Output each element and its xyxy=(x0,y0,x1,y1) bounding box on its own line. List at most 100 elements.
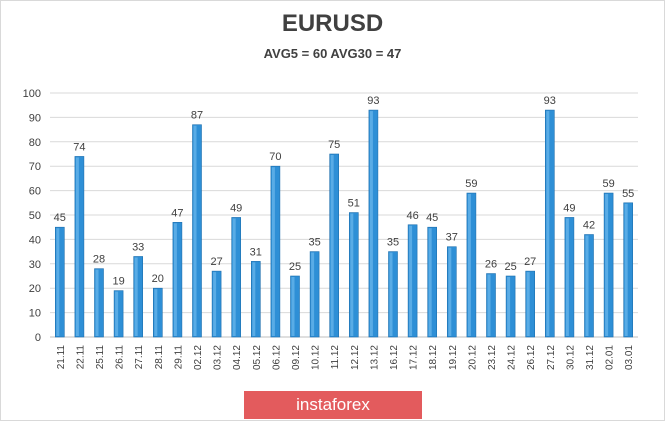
bar xyxy=(211,270,222,338)
bar-highlight xyxy=(95,269,99,336)
bar-highlight xyxy=(193,125,197,336)
bar xyxy=(94,268,104,338)
bar xyxy=(486,273,496,338)
data-label: 27 xyxy=(524,256,536,268)
x-tick-label: 06.12 xyxy=(271,345,282,370)
x-tick-label: 30.12 xyxy=(565,345,576,370)
data-label: 25 xyxy=(504,261,516,273)
bar-highlight xyxy=(467,194,471,336)
bar-highlight xyxy=(291,277,295,336)
bar xyxy=(564,217,575,338)
bar-highlight xyxy=(546,111,550,336)
bar xyxy=(113,290,124,338)
x-tick-label: 19.12 xyxy=(448,345,459,370)
instaforex-watermark: instaforex xyxy=(244,391,422,419)
data-label: 20 xyxy=(152,273,164,285)
data-label: 45 xyxy=(426,212,438,224)
bar-highlight xyxy=(350,213,354,336)
data-label: 27 xyxy=(210,256,222,268)
data-label: 28 xyxy=(93,254,105,266)
x-tick-label: 26.12 xyxy=(526,345,537,370)
bar xyxy=(74,156,85,338)
bar-highlight xyxy=(154,289,158,336)
bar xyxy=(368,109,379,338)
y-tick-label: 0 xyxy=(35,332,41,344)
data-label: 35 xyxy=(387,237,399,249)
data-label: 93 xyxy=(367,95,379,107)
x-tick-label: 23.12 xyxy=(487,345,498,370)
data-label: 35 xyxy=(308,237,320,249)
y-tick-label: 80 xyxy=(29,137,41,149)
bar-highlight xyxy=(232,218,236,336)
data-label: 74 xyxy=(73,141,85,153)
y-tick-label: 20 xyxy=(29,283,41,295)
x-tick-label: 04.12 xyxy=(232,345,243,370)
data-label: 49 xyxy=(230,202,242,214)
y-tick-label: 100 xyxy=(23,88,41,100)
x-tick-label: 24.12 xyxy=(507,345,518,370)
bar xyxy=(153,287,163,338)
x-tick-label: 02.12 xyxy=(193,345,204,370)
bar-highlight xyxy=(271,167,275,336)
bar-highlight xyxy=(213,272,217,336)
bar-highlight xyxy=(75,157,79,336)
bar xyxy=(54,226,65,338)
bar-highlight xyxy=(173,223,177,336)
data-label: 47 xyxy=(171,207,183,219)
bar-highlight xyxy=(409,225,413,336)
x-tick-label: 03.01 xyxy=(624,345,635,370)
x-tick-label: 09.12 xyxy=(291,345,302,370)
y-tick-label: 40 xyxy=(29,234,41,246)
x-tick-label: 12.12 xyxy=(350,345,361,370)
y-tick-label: 30 xyxy=(29,259,41,271)
bar-highlight xyxy=(115,291,119,336)
x-tick-label: 22.11 xyxy=(75,345,86,370)
bar xyxy=(388,251,398,338)
bar-highlight xyxy=(507,277,511,336)
bar xyxy=(172,222,183,338)
x-tick-label: 28.11 xyxy=(154,345,165,370)
data-label: 45 xyxy=(54,212,66,224)
x-tick-label: 31.12 xyxy=(585,345,596,370)
x-tick-label: 03.12 xyxy=(213,345,224,370)
bar xyxy=(505,275,516,338)
x-tick-label: 17.12 xyxy=(409,345,420,370)
data-label: 19 xyxy=(112,276,124,288)
x-tick-label: 11.12 xyxy=(330,345,341,370)
bar-highlight xyxy=(448,247,452,336)
data-label: 59 xyxy=(465,178,477,190)
bar-highlight xyxy=(605,194,609,336)
bar xyxy=(231,217,241,338)
data-label: 75 xyxy=(328,139,340,151)
x-tick-label: 26.11 xyxy=(115,345,126,370)
bar-highlight xyxy=(428,228,432,336)
data-label: 93 xyxy=(544,95,556,107)
bar xyxy=(270,165,281,338)
x-tick-label: 18.12 xyxy=(428,345,439,370)
x-tick-label: 16.12 xyxy=(389,345,400,370)
data-label: 87 xyxy=(191,110,203,122)
y-tick-label: 60 xyxy=(29,186,41,198)
bar xyxy=(603,192,614,338)
bar xyxy=(309,251,320,338)
x-tick-label: 20.12 xyxy=(467,345,478,370)
y-tick-label: 90 xyxy=(29,112,41,124)
bar xyxy=(290,275,300,338)
y-tick-label: 10 xyxy=(29,308,41,320)
bar xyxy=(623,202,634,338)
bar xyxy=(466,192,477,338)
x-tick-label: 05.12 xyxy=(252,345,263,370)
x-tick-label: 27.12 xyxy=(546,345,557,370)
x-tick-label: 27.11 xyxy=(134,345,145,370)
x-tick-label: 25.11 xyxy=(95,345,106,370)
data-label: 33 xyxy=(132,241,144,253)
bar-highlight xyxy=(389,252,393,336)
bar-highlight xyxy=(330,155,334,336)
bar xyxy=(251,261,261,338)
data-label: 51 xyxy=(348,198,360,210)
bar xyxy=(525,270,536,338)
bar-highlight xyxy=(526,272,530,336)
bar-highlight xyxy=(624,203,628,336)
x-tick-label: 02.01 xyxy=(605,345,616,370)
